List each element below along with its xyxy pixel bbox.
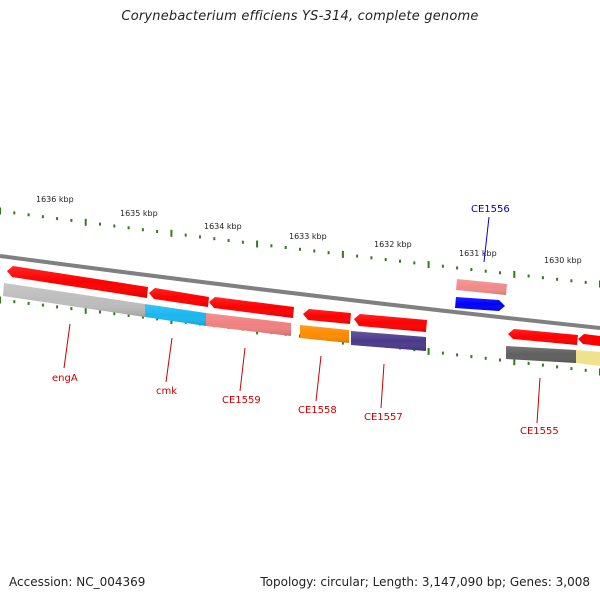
accession-text: Accession: NC_004369: [9, 575, 146, 589]
genome-summary-text: Topology: circular; Length: 3,147,090 bp…: [260, 575, 590, 589]
leader-ce1559: [239, 347, 246, 392]
leader-cmk: [165, 337, 173, 383]
leader-ce1556: [483, 216, 490, 263]
ruler-label-1631: 1631 kbp: [459, 249, 497, 258]
label-enga[interactable]: engA: [52, 373, 78, 384]
map-title: Corynebacterium efficiens YS-314, comple…: [121, 9, 479, 24]
gene-next[interactable]: [578, 334, 600, 346]
label-ce1556[interactable]: CE1556: [471, 204, 510, 215]
label-leaders: [63, 216, 541, 424]
ruler-label-1634: 1634 kbp: [204, 222, 242, 231]
gene-labels: engA cmk CE1559 CE1558 CE1557 CE1556 CE1…: [52, 204, 559, 437]
ruler-label-1636: 1636 kbp: [36, 195, 74, 204]
label-ce1555[interactable]: CE1555: [520, 426, 559, 437]
genome-backbone: [0, 254, 600, 330]
outer-ruler-ticks: [0, 207, 600, 288]
leader-ce1558: [315, 355, 322, 402]
ruler-labels: 1636 kbp 1635 kbp 1634 kbp 1633 kbp 1632…: [36, 195, 582, 265]
label-ce1559[interactable]: CE1559: [222, 395, 261, 406]
ruler-label-1633: 1633 kbp: [289, 232, 327, 241]
cog-next[interactable]: [576, 350, 600, 366]
label-ce1558[interactable]: CE1558: [298, 405, 337, 416]
label-cmk[interactable]: cmk: [156, 386, 177, 397]
leader-ce1555: [536, 377, 541, 424]
gene-shading: [3, 266, 578, 363]
leader-enga: [63, 323, 71, 369]
ruler-label-1630: 1630 kbp: [544, 256, 582, 265]
label-ce1557[interactable]: CE1557: [364, 412, 403, 423]
ruler-label-1635: 1635 kbp: [120, 209, 158, 218]
ruler-label-1632: 1632 kbp: [374, 240, 412, 249]
leader-ce1557: [380, 363, 385, 409]
